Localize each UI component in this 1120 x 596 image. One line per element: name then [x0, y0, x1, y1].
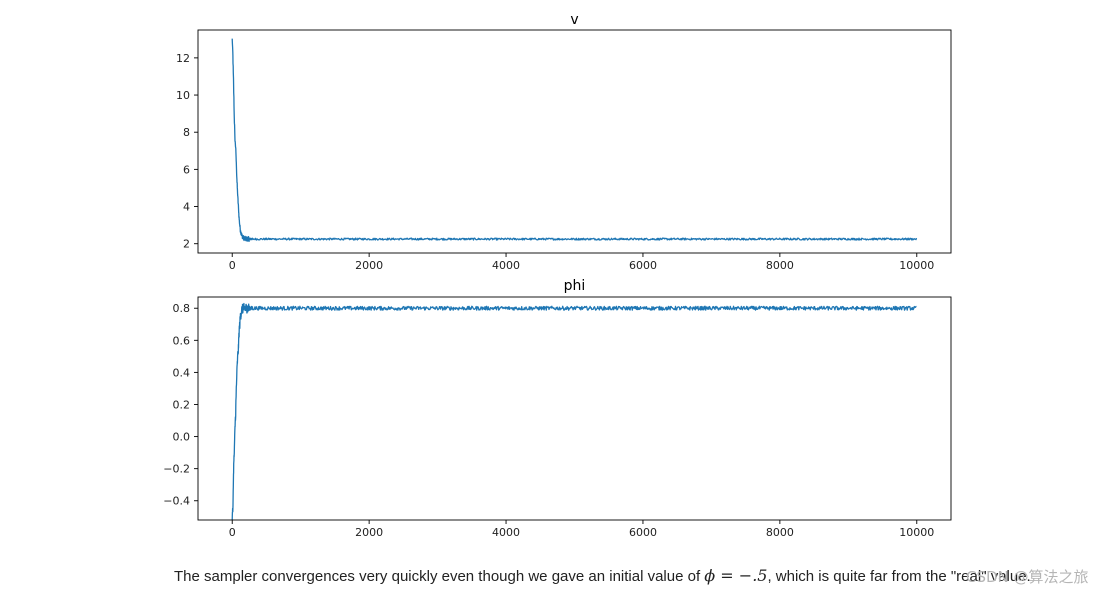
y-tick-label: 12	[176, 52, 190, 65]
y-tick-label: 10	[176, 89, 190, 102]
x-tick-label: 0	[229, 526, 236, 539]
subplot-phi: phi 0 2000 4000 6000 8000 10000 −0.4 −0.2 0.0 0.2 0…	[163, 278, 952, 539]
series-line-phi	[231, 302, 917, 521]
y-tick-label: 2	[183, 238, 190, 251]
chart-figure: v 0 2000 4000 6000 8000 10000 2 4 6 8 10 12 phi 0 2000 4…	[163, 12, 952, 539]
x-tick-label: 4000	[492, 259, 520, 272]
subplot-v: v 0 2000 4000 6000 8000 10000 2 4 6 8 10 12	[176, 12, 952, 272]
y-tick-label: −0.4	[163, 495, 190, 508]
x-tick-label: 8000	[766, 259, 794, 272]
caption-text: The sampler convergences very quickly ev…	[174, 566, 1031, 585]
plot-frame	[197, 29, 952, 254]
y-tick-label: 6	[183, 163, 190, 176]
y-tick-label: 0.2	[173, 398, 191, 411]
y-tick-label: 0.4	[173, 366, 191, 379]
y-tick-label: 0.0	[173, 431, 191, 444]
x-tick-label: 6000	[629, 526, 657, 539]
caption-text-before: The sampler convergences very quickly ev…	[174, 568, 705, 585]
caption-math-phi: ϕ = −.5	[704, 566, 768, 585]
x-tick-label: 2000	[355, 259, 383, 272]
x-tick-label: 8000	[766, 526, 794, 539]
x-tick-label: 6000	[629, 259, 657, 272]
chart-title: phi	[564, 278, 586, 294]
x-tick-label: 10000	[899, 526, 934, 539]
x-tick-label: 4000	[492, 526, 520, 539]
caption-text-after: , which is quite far from the "real" val…	[767, 568, 1031, 585]
x-tick-label: 0	[229, 259, 236, 272]
chart-title: v	[570, 12, 578, 28]
x-tick-label: 2000	[355, 526, 383, 539]
watermark: CSDN @算法之旅	[966, 568, 1089, 586]
y-tick-label: −0.2	[163, 463, 190, 476]
y-tick-label: 0.6	[173, 334, 191, 347]
series-line-v	[231, 38, 918, 242]
y-tick-label: 4	[183, 201, 190, 214]
y-tick-label: 0.8	[173, 302, 191, 315]
plot-frame	[197, 296, 952, 521]
y-tick-label: 8	[183, 126, 190, 139]
x-tick-label: 10000	[899, 259, 934, 272]
